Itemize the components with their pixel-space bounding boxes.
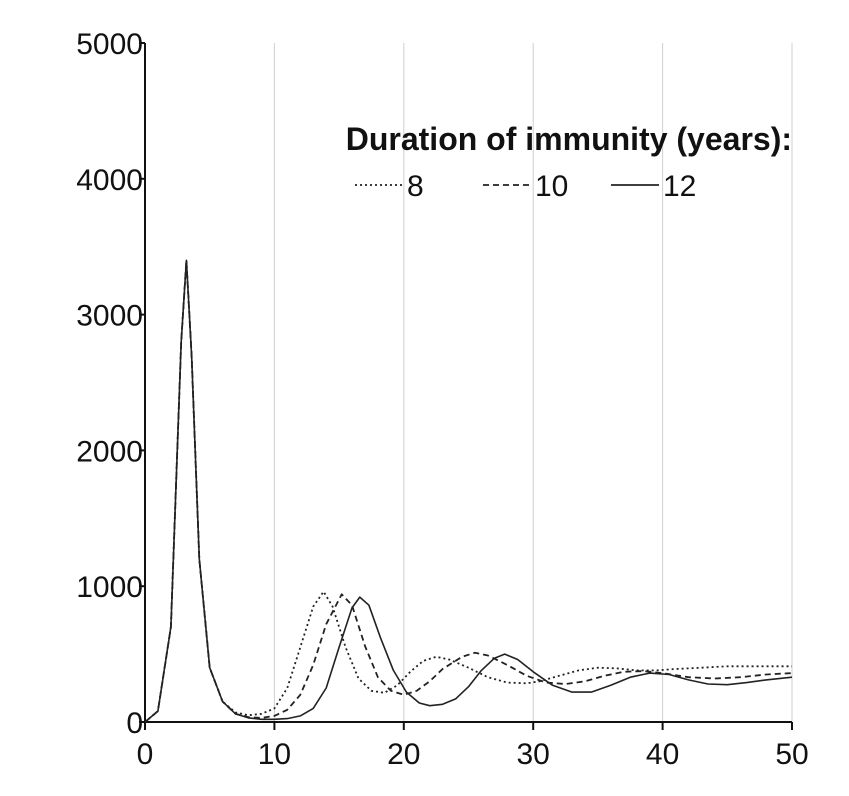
y-tick-label-3: 3000 (76, 300, 143, 333)
series-lines (144, 259, 793, 723)
legend-label-8: 8 (407, 170, 424, 203)
series-line-8 (144, 259, 792, 723)
x-tick-label-1: 10 (258, 738, 291, 771)
legend-items: 8 10 12 (355, 170, 696, 203)
tick-labels: 0 10 20 30 40 50 0 1000 2000 3000 4000 5000 (76, 28, 808, 771)
grid-lines (273, 43, 793, 722)
x-tick-label-5: 50 (775, 738, 808, 771)
legend: Duration of immunity (years): 8 10 12 (346, 121, 792, 203)
y-tick-label-2: 2000 (76, 435, 143, 468)
legend-title: Duration of immunity (years): (346, 121, 792, 157)
x-tick-label-0: 0 (137, 738, 154, 771)
series-line-12 (144, 259, 793, 723)
x-tick-label-2: 20 (387, 738, 420, 771)
x-tick-label-4: 40 (646, 738, 679, 771)
axes (144, 43, 792, 723)
legend-label-10: 10 (535, 170, 568, 203)
y-tick-label-5: 5000 (76, 28, 143, 61)
y-tick-label-4: 4000 (76, 164, 143, 197)
y-tick-label-0: 0 (126, 707, 143, 740)
y-tick-label-1: 1000 (76, 571, 143, 604)
legend-label-12: 12 (663, 170, 696, 203)
x-tick-label-3: 30 (517, 738, 550, 771)
series-line-10 (144, 259, 793, 723)
